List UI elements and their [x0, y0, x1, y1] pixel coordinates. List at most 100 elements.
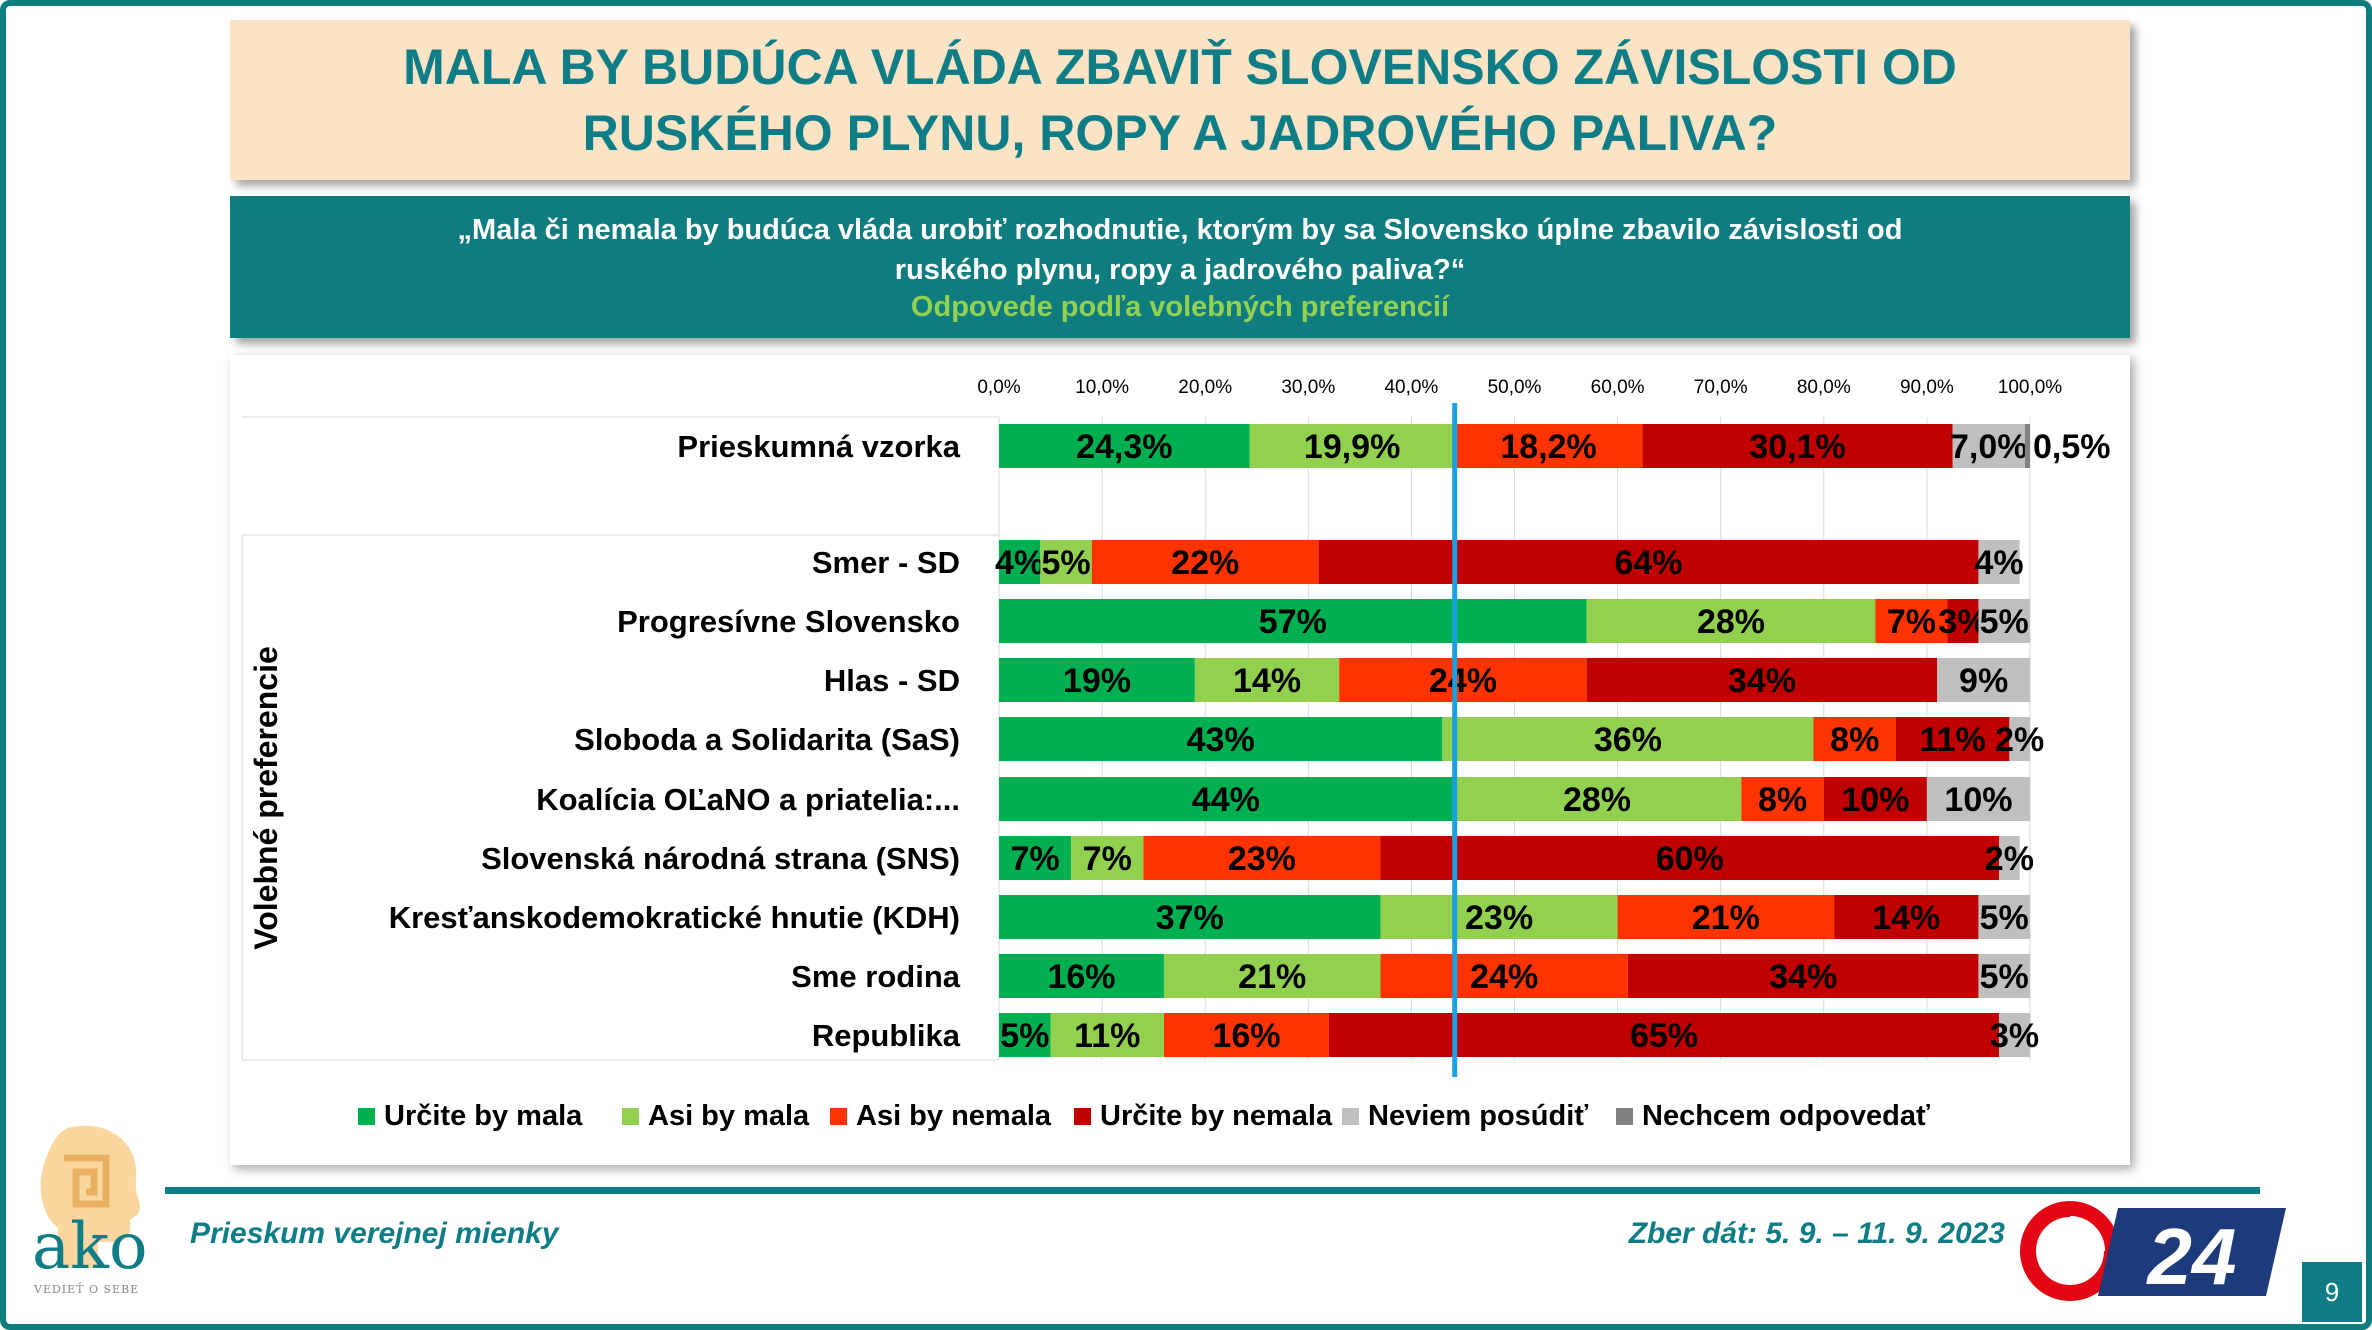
bar-segment	[1442, 717, 1814, 761]
legend-swatch	[1616, 1108, 1633, 1125]
data-label: 10%	[1841, 781, 1909, 819]
survey-question: „Mala či nemala by budúca vláda urobiť r…	[457, 214, 1903, 286]
data-label: 19%	[1063, 662, 1131, 700]
bar-segment	[1586, 599, 1876, 643]
legend-label: Nechcem odpovedať	[1642, 1100, 1930, 1132]
category-label: Slovenská národná strana (SNS)	[481, 841, 960, 876]
bar-segment	[1091, 540, 1319, 584]
bar-segment	[1999, 836, 2020, 880]
data-label: 14%	[1233, 662, 1301, 700]
category-label: Sme rodina	[791, 959, 961, 994]
bar-segment	[1163, 1013, 1329, 1057]
bar-segment	[1071, 836, 1144, 880]
data-label: 28%	[1563, 781, 1631, 819]
data-label: 3%	[1990, 1017, 2039, 1055]
y-group-label: Volebné preferencie	[248, 646, 284, 950]
x-tick-label: 10,0%	[1075, 377, 1129, 398]
category-label: Progresívne Slovensko	[617, 604, 960, 639]
bar-segment	[1978, 895, 2030, 939]
tv24-logo-icon: 24	[2020, 1201, 2286, 1301]
legend-label: Asi by nemala	[856, 1100, 1052, 1132]
data-label: 64%	[1614, 544, 1682, 582]
bar-segment	[1813, 717, 1896, 761]
bar-segment	[999, 954, 1164, 998]
bar-segment	[1978, 540, 2020, 584]
data-label: 5%	[1980, 899, 2029, 937]
bar-segment	[1642, 424, 1953, 468]
data-label: 36%	[1594, 721, 1662, 759]
bar-segment	[1926, 777, 2030, 821]
x-tick-label: 100,0%	[1998, 377, 2063, 398]
data-label: 16%	[1212, 1017, 1280, 1055]
data-label: 34%	[1769, 958, 1837, 996]
question-note: Odpovede podľa volebných preferencií	[910, 291, 1450, 323]
data-label: 0,5%	[2033, 428, 2111, 466]
bar-segment	[1978, 599, 2030, 643]
bar-segment	[1380, 954, 1628, 998]
bar-segment	[1823, 777, 1927, 821]
data-label: 19,9%	[1304, 428, 1400, 466]
bar-segment	[999, 658, 1195, 702]
bar-segment	[1627, 954, 1979, 998]
data-label: 9%	[1959, 662, 2008, 700]
x-tick-label: 60,0%	[1591, 377, 1645, 398]
bar-segment	[1741, 777, 1824, 821]
x-tick-label: 20,0%	[1178, 377, 1232, 398]
bar-segment	[1380, 836, 2000, 880]
data-label: 11%	[1074, 1017, 1140, 1055]
tv24-logo-text: 24	[2146, 1212, 2237, 1301]
stacked-bar-chart: 0,0% 10,0% 20,0% 30,0% 40,0% 50,0% 60,0% 70,0% 8…	[241, 377, 2111, 1132]
ako-head-logo-icon	[40, 1125, 140, 1268]
bar-segment	[2009, 717, 2030, 761]
bar-segment	[1194, 658, 1340, 702]
bar-segment	[999, 717, 1443, 761]
bar-segment	[999, 599, 1587, 643]
data-label: 16%	[1047, 958, 1115, 996]
title-banner: MALA BY BUDÚCA VLÁDA ZBAVIŤ SLOVENSKO ZÁ…	[230, 20, 2130, 180]
category-label: Prieskumná vzorka	[677, 429, 960, 464]
bar-segment	[2024, 424, 2030, 468]
category-label: Kresťanskodemokratické hnutie (KDH)	[389, 900, 960, 935]
data-label: 2%	[1985, 840, 2034, 878]
bar-segment	[1999, 1013, 2030, 1057]
bar-segment	[1040, 540, 1092, 584]
x-tick-label: 80,0%	[1797, 377, 1851, 398]
data-label: 8%	[1830, 721, 1879, 759]
bar-segment	[1380, 895, 1618, 939]
question-banner: „Mala či nemala by budúca vláda urobiť r…	[230, 196, 2130, 338]
legend-swatch	[622, 1108, 639, 1125]
category-label: Koalícia OĽaNO a priatelia:...	[536, 782, 960, 817]
ako-logo-tagline: VEDIEŤ O SEBE	[34, 1283, 140, 1296]
data-label: 7,0%	[1950, 428, 2028, 466]
data-label: 7%	[1887, 603, 1936, 641]
x-tick-label: 90,0%	[1900, 377, 1954, 398]
bar-segment	[999, 424, 1250, 468]
data-label: 24%	[1470, 958, 1538, 996]
legend-label: Určite by nemala	[1100, 1100, 1333, 1132]
data-label: 21%	[1238, 958, 1306, 996]
data-label: 5%	[1980, 603, 2029, 641]
bar-segment	[1318, 540, 1979, 584]
data-label: 7%	[1083, 840, 1132, 878]
bar-segment	[1050, 1013, 1164, 1057]
bar-segment	[999, 540, 1041, 584]
data-label: 14%	[1872, 899, 1940, 937]
data-label: 5%	[1000, 1017, 1049, 1055]
bar-segment	[1834, 895, 1979, 939]
data-label: 60%	[1656, 840, 1724, 878]
category-label: Smer - SD	[812, 545, 960, 580]
footer-right-text: Zber dát: 5. 9. – 11. 9. 2023	[1628, 1217, 2005, 1250]
data-label: 30,1%	[1749, 428, 1845, 466]
page-number: 9	[2302, 1262, 2362, 1322]
x-tick-label: 50,0%	[1488, 377, 1542, 398]
bar-segment	[1947, 599, 1979, 643]
x-tick-label: 70,0%	[1694, 377, 1748, 398]
chart-panel: 0,0% 10,0% 20,0% 30,0% 40,0% 50,0% 60,0% 70,0% 8…	[230, 355, 2130, 1165]
legend-swatch	[1074, 1108, 1091, 1125]
bar-segment	[1454, 424, 1643, 468]
bar-segment	[999, 777, 1453, 821]
bar-segment	[1952, 424, 2025, 468]
data-label: 21%	[1692, 899, 1760, 937]
footer-left-text: Prieskum verejnej mienky	[190, 1217, 559, 1250]
